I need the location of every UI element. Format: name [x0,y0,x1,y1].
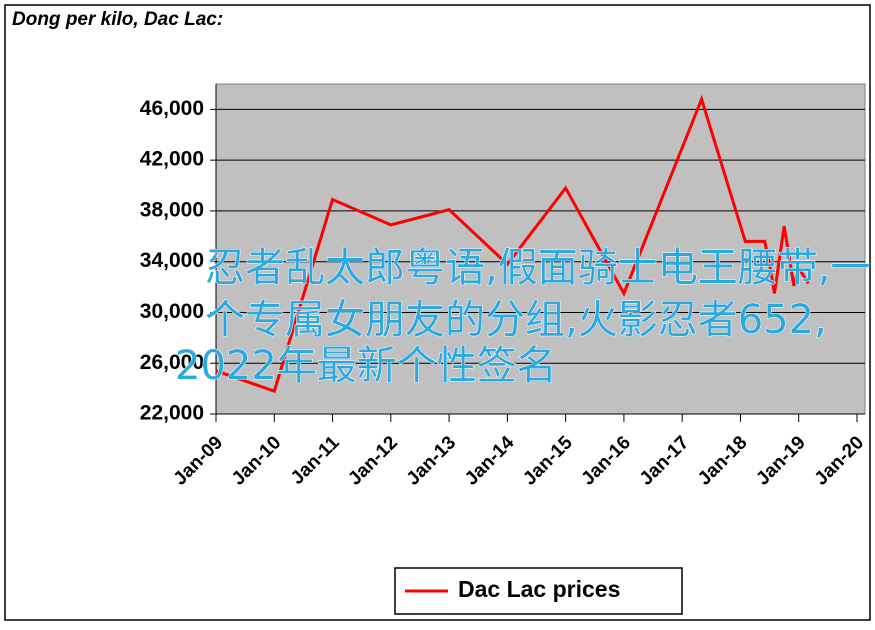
y-tick-label: 26,000 [140,351,204,374]
chart-title: Dong per kilo, Dac Lac: [12,9,223,30]
overlay-text: 个专属女朋友的分组,火影忍者652, [205,297,827,343]
y-tick-label: 34,000 [140,249,204,272]
y-tick-label: 42,000 [140,148,204,171]
y-tick-label: 46,000 [140,97,204,120]
y-tick-label: 22,000 [140,402,204,425]
overlay-text: 2022年最新个性签名 [175,343,557,389]
overlay-text: 忍者乱太郎粤语,假面骑士电王腰带,一 [205,245,870,291]
data-line [215,94,810,394]
legend-label: Dac Lac prices [458,576,620,602]
y-tick-label: 30,000 [140,300,204,323]
y-tick-label: 38,000 [140,198,204,221]
plot-area [215,83,866,415]
